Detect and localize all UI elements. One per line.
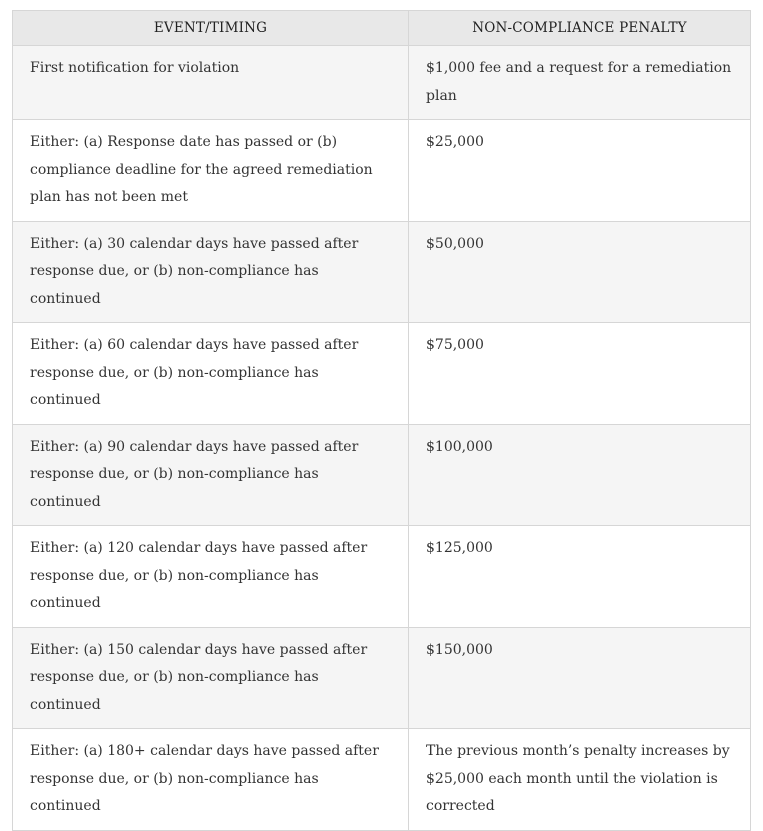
header-row: EVENT/TIMING NON-COMPLIANCE PENALTY — [12, 10, 751, 46]
header-penalty: NON-COMPLIANCE PENALTY — [408, 10, 751, 46]
penalty-cell: $100,000 — [408, 423, 751, 526]
event-cell: Either: (a) 60 calendar days have passed… — [12, 322, 409, 425]
table-row: Either: (a) Response date has passed or … — [12, 119, 751, 222]
penalty-cell: $1,000 fee and a request for a remediati… — [408, 45, 751, 120]
table-row: Either: (a) 90 calendar days have passed… — [12, 423, 751, 526]
event-cell: Either: (a) 90 calendar days have passed… — [12, 423, 409, 526]
penalty-cell: The previous month’s penalty increases b… — [408, 728, 751, 831]
event-cell: Either: (a) 30 calendar days have passed… — [12, 220, 409, 323]
penalty-cell: $50,000 — [408, 220, 751, 323]
penalty-cell: $150,000 — [408, 626, 751, 729]
event-cell: Either: (a) 180+ calendar days have pass… — [12, 728, 409, 831]
table-row: Either: (a) 60 calendar days have passed… — [12, 322, 751, 425]
event-cell: Either: (a) 120 calendar days have passe… — [12, 525, 409, 628]
table-row: Either: (a) 180+ calendar days have pass… — [12, 728, 751, 831]
table-row: Either: (a) 30 calendar days have passed… — [12, 220, 751, 323]
penalty-cell: $25,000 — [408, 119, 751, 222]
penalty-table: EVENT/TIMING NON-COMPLIANCE PENALTY Firs… — [12, 10, 751, 831]
table-row: Either: (a) 150 calendar days have passe… — [12, 626, 751, 729]
table-row: Either: (a) 120 calendar days have passe… — [12, 525, 751, 628]
table-row: First notification for violation $1,000 f… — [12, 45, 751, 120]
penalty-cell: $75,000 — [408, 322, 751, 425]
event-cell: First notification for violation — [12, 45, 409, 120]
penalty-cell: $125,000 — [408, 525, 751, 628]
header-event-timing: EVENT/TIMING — [12, 10, 409, 46]
event-cell: Either: (a) 150 calendar days have passe… — [12, 626, 409, 729]
event-cell: Either: (a) Response date has passed or … — [12, 119, 409, 222]
